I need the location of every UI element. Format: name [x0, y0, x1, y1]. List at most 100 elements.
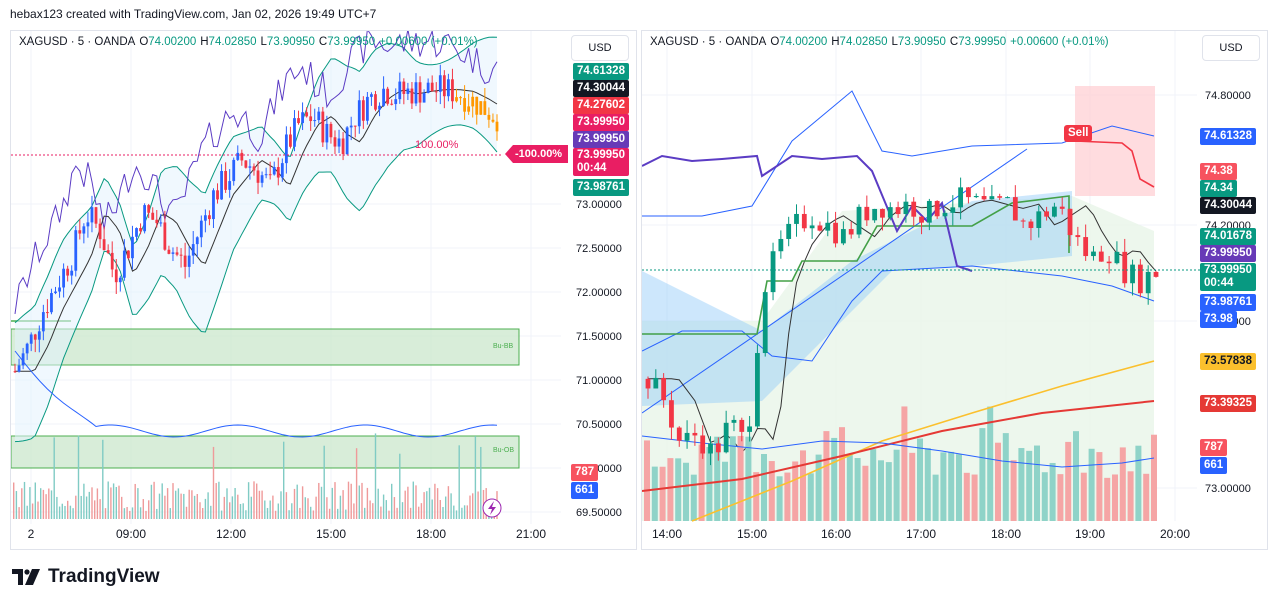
candle-body	[833, 222, 838, 244]
candle-body	[394, 99, 398, 105]
right-c-val: 73.99950	[958, 36, 1007, 48]
candle-body	[232, 159, 236, 182]
volume-bar	[345, 509, 347, 519]
volume-bar	[436, 488, 439, 519]
volume-bar	[229, 502, 231, 519]
candle-body	[220, 170, 223, 200]
candle-body	[187, 255, 191, 267]
candle-body	[82, 226, 86, 234]
volume-bar	[310, 506, 312, 519]
volume-bar	[745, 436, 752, 521]
candle-body	[264, 174, 268, 176]
candle-body	[102, 239, 106, 251]
candle-body	[29, 334, 33, 344]
volume-bar	[792, 461, 799, 521]
volume-bar	[220, 510, 223, 519]
candle-body	[708, 443, 713, 454]
volume-bar	[667, 458, 674, 521]
candle-body	[309, 116, 313, 122]
candle-body	[645, 378, 651, 389]
bollinger-lower-line	[642, 265, 1155, 362]
candle-body	[942, 212, 948, 217]
pct-badge: -100.00%	[505, 145, 569, 163]
volume-bar	[1041, 472, 1048, 521]
candle-body	[17, 365, 21, 372]
volume-bar	[909, 452, 916, 521]
volume-bar	[88, 491, 90, 519]
volume-bar	[729, 436, 736, 521]
volume-bar	[207, 492, 209, 519]
left-h-val: 74.02850	[208, 36, 257, 48]
candle-body	[966, 187, 971, 198]
candle-body	[147, 205, 151, 213]
candle-body	[224, 170, 228, 190]
green-cloud-fill	[642, 196, 1154, 521]
candle-body	[378, 105, 381, 110]
candle-body	[41, 312, 45, 332]
left-currency-button[interactable]: USD	[571, 35, 629, 61]
volume-bar	[442, 506, 444, 519]
volume-bar	[401, 502, 404, 519]
volume-bar	[196, 494, 198, 519]
price-tag-73-99950-a: 73.99950	[1200, 245, 1256, 262]
volume-bar	[118, 485, 120, 519]
candle-body	[848, 229, 854, 235]
volume-bar	[193, 495, 196, 519]
left-l-val: 73.90950	[266, 36, 315, 48]
price-tag-73-98: 73.98	[1200, 311, 1237, 328]
left-chart-svg[interactable]: 73.00000 72.50000 72.00000 71.50000 71.00000…	[11, 31, 636, 549]
candle-body	[430, 82, 434, 92]
price-tag-74-61328: 74.61328	[573, 63, 629, 80]
volume-bar	[1080, 472, 1087, 521]
candle-body	[426, 82, 430, 94]
volume-bar	[23, 481, 26, 519]
volume-bar	[99, 499, 101, 519]
candle-body	[1153, 271, 1159, 277]
volume-bar	[423, 492, 425, 519]
left-chart-panel[interactable]: 73.00000 72.50000 72.00000 71.50000 71.00000…	[10, 30, 637, 550]
candle-body	[216, 190, 219, 200]
volume-bar	[963, 472, 970, 521]
candle-body	[467, 106, 471, 112]
volume-bar	[153, 481, 155, 519]
tradingview-brand[interactable]: TradingView	[12, 566, 160, 588]
volume-bar	[237, 494, 239, 519]
volume-bar	[418, 506, 420, 519]
candle-body	[236, 152, 240, 160]
volume-bar	[1002, 433, 1009, 521]
candle-body	[163, 222, 167, 250]
volume-bar	[161, 483, 163, 519]
volume-bar	[956, 454, 962, 521]
candle-body	[317, 111, 321, 121]
volume-bar	[296, 484, 298, 519]
volume-bar	[458, 445, 460, 519]
volume-bar	[823, 431, 830, 521]
purple-indicator-line	[14, 31, 498, 314]
volume-bar	[455, 510, 458, 519]
candle-body	[973, 196, 979, 198]
right-l-label: L	[891, 36, 898, 48]
candle-body	[183, 255, 187, 267]
left-candles-group	[13, 64, 499, 374]
volume-bar	[266, 507, 269, 519]
candle-body	[122, 250, 126, 278]
volume-bar	[107, 481, 109, 519]
candle-body	[1137, 264, 1143, 294]
candle-body	[329, 123, 333, 138]
volume-bar	[807, 473, 814, 521]
volume-bar	[690, 474, 697, 521]
candle-body	[809, 225, 815, 229]
volume-bar	[480, 446, 482, 519]
candle-body	[50, 293, 53, 313]
candle-body	[114, 269, 118, 283]
volume-bar	[269, 500, 271, 519]
volume-bar	[753, 472, 760, 521]
left-h-label: H	[200, 36, 209, 48]
volume-bar	[272, 495, 274, 519]
volume-bar	[659, 466, 666, 521]
volume-bar	[391, 483, 393, 519]
price-tag-73-98761: 73.98761	[573, 179, 629, 196]
right-currency-button[interactable]: USD	[1202, 35, 1260, 61]
